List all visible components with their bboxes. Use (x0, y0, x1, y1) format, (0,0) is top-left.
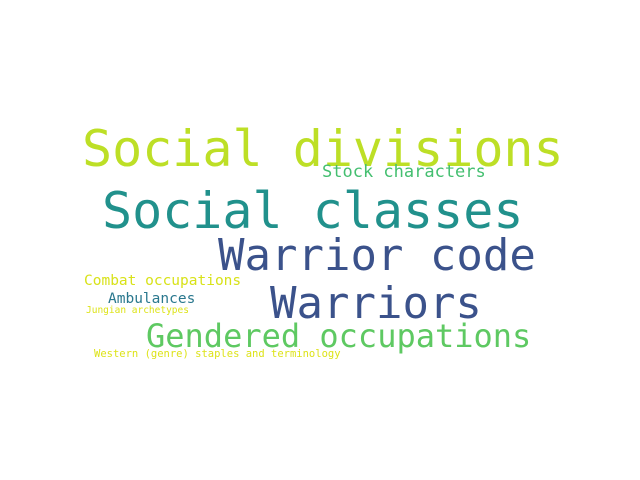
word-gendered-occupations: Gendered occupations (146, 317, 532, 355)
word-social-divisions: Social divisions (82, 120, 564, 178)
word-jungian-archetypes: Jungian archetypes (86, 305, 189, 316)
word-warriors: Warriors (270, 278, 482, 329)
word-warrior-code: Warrior code (218, 230, 536, 281)
word-combat-occupations: Combat occupations (84, 273, 242, 289)
word-social-classes: Social classes (102, 182, 524, 240)
word-western-genre-staples: Western (genre) staples and terminology (94, 348, 341, 360)
word-ambulances: Ambulances (108, 291, 196, 307)
word-stock-characters: Stock characters (322, 162, 486, 182)
